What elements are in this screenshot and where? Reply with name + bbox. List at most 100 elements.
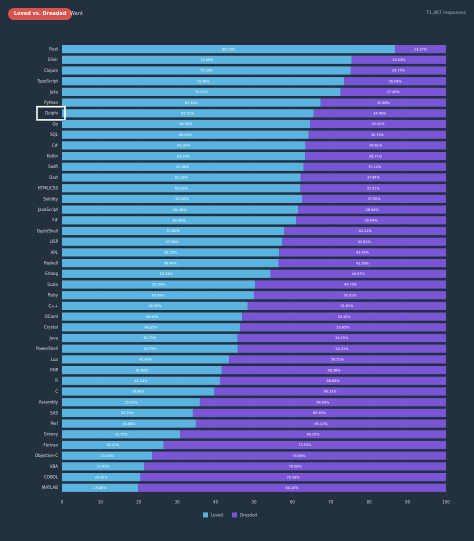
value-label-dreaded-python: 32.66% — [377, 101, 391, 105]
x-tick-label: 90 — [405, 499, 411, 504]
bar-loved-bash-shell — [62, 226, 285, 236]
bar-loved-matlab — [62, 483, 139, 492]
value-label-loved-sql: 64.25% — [179, 133, 193, 137]
value-label-dreaded-haskell: 43.56% — [356, 261, 370, 265]
category-label-bash-shell: Bash/Shell — [37, 228, 58, 233]
category-label-lua: Lua — [51, 357, 59, 362]
category-label-c: C — [55, 389, 58, 394]
category-label-ruby: Ruby — [48, 293, 59, 298]
value-label-loved-assembly: 35.91% — [124, 400, 138, 404]
value-label-loved-c-: 63.39% — [177, 144, 191, 148]
category-label-perl: Perl — [51, 421, 59, 426]
tab-want[interactable]: Want — [70, 11, 83, 17]
category-label-java: Java — [49, 335, 59, 340]
bar-loved-dart — [62, 173, 301, 182]
bar-loved-vba — [62, 462, 145, 471]
bar-loved-php — [62, 366, 222, 375]
value-label-dreaded-cobol: 79.58% — [287, 475, 301, 479]
bar-loved-cobol — [62, 473, 141, 482]
bar-loved-kotlin — [62, 152, 306, 161]
value-label-dreaded-crystal: 53.65% — [337, 326, 351, 330]
bar-loved-c- — [62, 141, 306, 150]
value-label-loved-vba: 21.42% — [97, 465, 111, 469]
value-label-dreaded-erlang: 45.67% — [352, 272, 366, 276]
value-label-dreaded-ruby: 50.01% — [344, 293, 358, 297]
bar-dreaded-f- — [296, 216, 446, 225]
category-label-typescript: TypeScript — [36, 79, 58, 84]
x-tick-label: 80 — [367, 499, 373, 504]
bar-dreaded-elixir — [351, 55, 446, 64]
value-label-dreaded-go: 35.42% — [372, 122, 386, 126]
bar-loved-objective-c — [62, 451, 153, 460]
bar-dreaded-solidity — [302, 194, 446, 203]
value-label-dreaded-solidity: 37.50% — [368, 197, 382, 201]
bar-loved-groovy — [62, 430, 181, 439]
bar-loved-lisp — [62, 237, 283, 246]
category-label-go: Go — [52, 121, 58, 126]
bar-loved-solidity — [62, 194, 302, 203]
bar-dreaded-julia — [340, 87, 446, 96]
bar-loved-apl — [62, 248, 280, 257]
bar-dreaded-rust — [395, 45, 446, 54]
bar-dreaded-apl — [279, 248, 446, 257]
value-label-loved-lua: 43.48% — [139, 358, 153, 362]
value-label-loved-apl: 56.55% — [164, 251, 178, 255]
x-tick-label: 60 — [290, 499, 296, 504]
bar-loved-erlang — [62, 269, 271, 278]
value-label-loved-bash-shell: 57.89% — [167, 229, 181, 233]
bar-dreaded-lua — [228, 355, 446, 364]
category-label-rust: Rust — [49, 47, 58, 52]
value-label-dreaded-lisp: 42.62% — [358, 240, 372, 244]
category-label-fortran: Fortran — [44, 442, 59, 447]
bar-loved-go — [62, 119, 310, 129]
bar-loved-ocaml — [62, 312, 243, 321]
bar-loved-python — [62, 98, 321, 107]
value-label-dreaded-ocaml: 53.10% — [338, 315, 352, 319]
category-label-matlab: MATLAB — [42, 485, 58, 490]
bar-loved-html-css — [62, 184, 301, 193]
bar-dreaded-python — [320, 98, 446, 107]
category-label-erlang: Erlang — [45, 271, 58, 276]
value-label-dreaded-elixir: 24.54% — [392, 58, 406, 62]
bar-loved-ruby — [62, 291, 254, 300]
value-label-dreaded-delphi: 34.49% — [373, 112, 387, 116]
value-label-dreaded-html-css: 37.91% — [367, 186, 381, 190]
value-label-loved-java: 45.75% — [143, 336, 157, 340]
category-label-sql: SQL — [50, 132, 59, 137]
value-label-dreaded-lua: 56.52% — [331, 358, 345, 362]
tab-bar: Loved vs. Dreaded Want 71,467 responses — [0, 0, 474, 28]
category-label-solidity: Solidity — [43, 196, 58, 201]
bar-dreaded-typescript — [344, 77, 446, 86]
category-label-r: R — [55, 378, 58, 383]
value-label-loved-delphi: 65.51% — [181, 112, 195, 116]
legend-swatch-loved — [203, 512, 208, 518]
x-tick-label: 100 — [442, 499, 450, 504]
x-tick-label: 0 — [61, 499, 64, 504]
value-label-dreaded-powershell: 54.21% — [335, 347, 349, 351]
category-label-python: Python — [44, 100, 58, 105]
category-label-assembly: Assembly — [39, 400, 59, 405]
bar-loved-perl — [62, 419, 196, 428]
category-label-c-: C++ — [49, 303, 59, 308]
category-label-objective-c: Objective-C — [35, 453, 58, 458]
category-label-html-css: HTML/CSS — [38, 186, 59, 191]
value-label-dreaded-c-: 51.61% — [340, 304, 354, 308]
value-label-loved-r: 41.14% — [135, 379, 149, 383]
tab-loved-vs-dreaded[interactable]: Loved vs. Dreaded — [8, 8, 73, 20]
value-label-dreaded-c: 60.32% — [324, 390, 338, 394]
value-label-dreaded-typescript: 26.54% — [389, 79, 403, 83]
value-label-loved-crystal: 46.35% — [145, 326, 159, 330]
bar-loved-assembly — [62, 398, 200, 407]
bar-loved-sas — [62, 408, 193, 417]
bar-dreaded-lisp — [282, 237, 446, 246]
bar-loved-delphi — [62, 109, 314, 118]
bar-loved-f- — [62, 216, 297, 225]
value-label-dreaded-f-: 39.04% — [365, 219, 379, 223]
bar-dreaded-haskell — [278, 259, 446, 268]
value-label-dreaded-kotlin: 36.71% — [369, 154, 383, 158]
value-label-loved-python: 67.34% — [185, 101, 199, 105]
value-label-dreaded-bash-shell: 42.11% — [359, 229, 373, 233]
legend-label-loved: Loved — [211, 512, 223, 517]
bar-dreaded-sas — [192, 408, 446, 417]
